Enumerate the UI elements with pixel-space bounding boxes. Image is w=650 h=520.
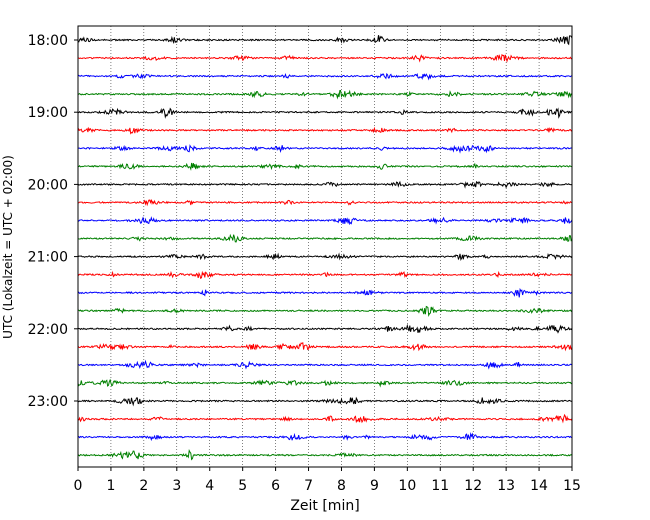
trace-line <box>77 180 573 189</box>
trace-line <box>77 270 573 280</box>
trace-line <box>77 359 573 370</box>
trace-line <box>77 107 573 119</box>
trace-line <box>77 35 573 46</box>
trace-line <box>77 233 573 243</box>
y-tick-label: 22:00 <box>28 322 68 338</box>
trace-line <box>77 449 573 461</box>
trace-line <box>77 378 573 388</box>
trace-line <box>77 199 573 207</box>
trace-line <box>77 72 573 81</box>
y-tick-label: 23:00 <box>28 394 68 410</box>
trace-line <box>77 305 573 318</box>
trace-line <box>77 144 573 154</box>
trace-line <box>77 287 573 298</box>
x-tick-label: 5 <box>238 478 247 494</box>
x-tick-label: 0 <box>74 478 83 494</box>
x-tick-label: 2 <box>139 478 148 494</box>
trace-line <box>77 323 573 334</box>
x-tick-label: 8 <box>337 478 346 494</box>
x-tick-label: 1 <box>106 478 115 494</box>
x-tick-label: 13 <box>497 478 515 494</box>
trace-line <box>77 431 573 442</box>
trace-line <box>77 216 573 226</box>
y-tick-label: 21:00 <box>28 250 68 266</box>
trace-line <box>77 126 573 135</box>
x-tick-label: 6 <box>271 478 280 494</box>
x-tick-label: 9 <box>370 478 379 494</box>
trace-line <box>77 252 573 261</box>
x-tick-label: 4 <box>205 478 214 494</box>
y-tick-label: 18:00 <box>28 33 68 49</box>
y-tick-label: 20:00 <box>28 177 68 193</box>
trace-line <box>77 162 573 171</box>
trace-line <box>77 396 573 407</box>
x-tick-label: 11 <box>431 478 449 494</box>
trace-line <box>77 413 573 424</box>
x-tick-label: 15 <box>563 478 581 494</box>
x-tick-label: 12 <box>464 478 482 494</box>
x-axis-label: Zeit [min] <box>290 498 359 514</box>
x-tick-label: 14 <box>530 478 548 494</box>
trace-line <box>77 341 573 352</box>
seismic-traces <box>77 35 573 461</box>
plot-frame <box>77 25 573 468</box>
y-axis-ticks: 18:00 19:00 20:00 21:00 22:00 23:00 <box>28 33 78 410</box>
trace-line <box>77 89 573 100</box>
x-axis-ticks: 0 1 2 3 4 5 6 7 8 9 10 11 12 13 14 15 <box>74 467 581 494</box>
x-tick-label: 10 <box>398 478 416 494</box>
x-tick-label: 3 <box>172 478 181 494</box>
trace-line <box>77 53 573 63</box>
y-tick-label: 19:00 <box>28 105 68 121</box>
y-axis-label: UTC (Lokalzeit = UTC + 02:00) <box>1 155 15 339</box>
x-tick-label: 7 <box>304 478 313 494</box>
